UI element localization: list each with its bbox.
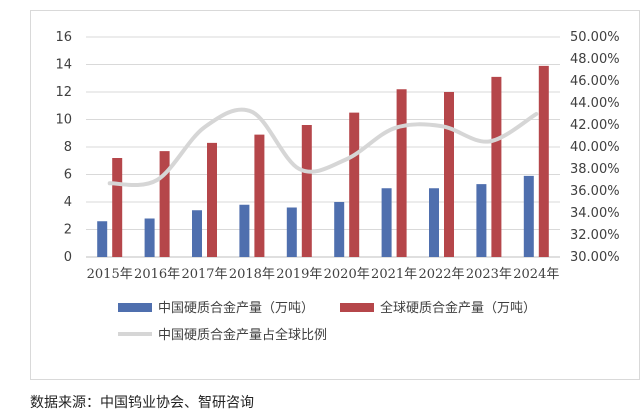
- global-bar: [254, 134, 265, 257]
- x-tick-label: 2015年: [87, 267, 133, 282]
- left-tick-label: 0: [64, 250, 72, 265]
- right-tick-label: 40.00%: [570, 140, 620, 155]
- china-bar: [476, 184, 487, 257]
- global-bar: [207, 142, 217, 257]
- right-tick-label: 44.00%: [570, 96, 620, 111]
- right-tick-label: 34.00%: [570, 206, 620, 221]
- right-tick-label: 32.00%: [570, 228, 620, 243]
- china-bar: [334, 202, 345, 257]
- left-axis-ticks: 0 2 4 6 8 10 12 14 16: [55, 30, 72, 265]
- global-bar: [301, 125, 312, 257]
- x-tick-label: 2022年: [418, 267, 464, 282]
- right-tick-label: 36.00%: [570, 184, 620, 199]
- left-tick-label: 16: [55, 30, 72, 45]
- chart-svg: 0 2 4 6 8 10 12 14 16 30.00% 32.00% 34.00% 36.00% 38…: [55, 30, 620, 343]
- right-tick-label: 38.00%: [570, 162, 620, 177]
- x-tick-label: 2021年: [371, 267, 417, 282]
- china-bar: [97, 221, 108, 257]
- left-tick-label: 2: [64, 223, 72, 238]
- left-tick-label: 4: [64, 195, 72, 210]
- legend-label-global: 全球硬质合金产量（万吨）: [380, 300, 536, 316]
- global-bar: [491, 76, 502, 257]
- x-tick-label: 2018年: [229, 267, 275, 282]
- left-tick-label: 8: [64, 140, 72, 155]
- china-bar: [192, 210, 202, 257]
- x-tick-label: 2020年: [324, 267, 370, 282]
- right-tick-label: 30.00%: [570, 250, 620, 265]
- china-bar: [144, 218, 155, 257]
- right-tick-label: 48.00%: [570, 52, 620, 67]
- china-bar: [429, 188, 439, 257]
- legend-label-china: 中国硬质合金产量（万吨）: [158, 300, 314, 316]
- x-tick-label: 2023年: [466, 267, 512, 282]
- left-tick-label: 6: [64, 168, 72, 183]
- left-tick-label: 10: [55, 113, 72, 128]
- ratio-line: [107, 107, 539, 188]
- left-tick-label: 14: [55, 58, 72, 73]
- legend: 中国硬质合金产量（万吨） 全球硬质合金产量（万吨） 中国硬质合金产量占全球比例: [118, 300, 536, 343]
- bar-series: [97, 65, 549, 257]
- china-bar: [381, 188, 392, 257]
- china-bar: [286, 207, 297, 257]
- china-bar: [239, 204, 250, 257]
- gridlines: [86, 36, 560, 258]
- right-tick-label: 42.00%: [570, 118, 620, 133]
- legend-swatch-global: [340, 303, 374, 312]
- ratio-line-series: [107, 107, 539, 188]
- right-axis-ticks: 30.00% 32.00% 34.00% 36.00% 38.00% 40.00% 42.0…: [570, 30, 620, 265]
- global-bar: [444, 92, 454, 257]
- legend-label-ratio: 中国硬质合金产量占全球比例: [158, 327, 327, 343]
- global-bar: [396, 89, 407, 257]
- china-bar: [523, 175, 534, 257]
- x-tick-label: 2017年: [181, 267, 227, 282]
- source-note: 数据来源：中国钨业协会、智研咨询: [30, 395, 254, 411]
- x-tick-label: 2019年: [276, 267, 322, 282]
- left-tick-label: 12: [55, 85, 72, 100]
- global-bar: [112, 158, 123, 257]
- x-axis-ticks: 2015年 2016年 2017年 2018年 2019年 2020年 2021年 2022年…: [87, 267, 560, 282]
- x-tick-label: 2024年: [513, 267, 559, 282]
- legend-swatch-china: [118, 303, 152, 312]
- right-tick-label: 50.00%: [570, 30, 620, 45]
- global-bar: [159, 151, 170, 257]
- x-tick-label: 2016年: [134, 267, 180, 282]
- right-tick-label: 46.00%: [570, 74, 620, 89]
- global-bar: [349, 112, 360, 257]
- global-bar: [538, 65, 549, 257]
